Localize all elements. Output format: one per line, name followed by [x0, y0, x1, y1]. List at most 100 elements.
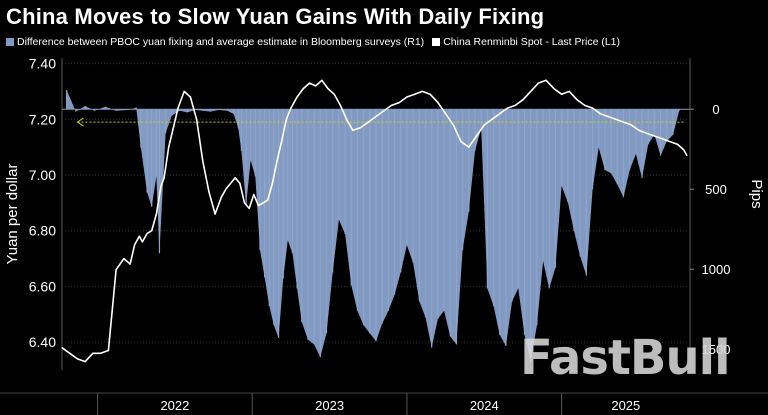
line-point-28 — [225, 188, 227, 190]
line-point-16 — [160, 185, 162, 187]
legend-label-bars: Difference between PBOC yuan fixing and … — [17, 36, 425, 48]
line-point-1 — [69, 352, 71, 354]
line-point-5 — [100, 352, 102, 354]
line-point-18 — [168, 146, 170, 148]
line-point-92 — [661, 138, 663, 140]
line-point-39 — [276, 160, 278, 162]
line-point-56 — [383, 110, 385, 112]
y-right-axis-label: Pips — [748, 179, 765, 208]
line-point-61 — [421, 90, 424, 93]
legend-item-line: China Renminbi Spot - Last Price (L1) — [432, 36, 620, 48]
line-point-55 — [375, 115, 377, 118]
line-point-86 — [615, 118, 617, 120]
line-point-66 — [460, 140, 462, 143]
y-right-tick-2: 1000 — [702, 262, 731, 277]
line-point-35 — [257, 205, 260, 207]
line-point-47 — [321, 79, 323, 81]
y-left-axis-label: Yuan per dollar — [4, 164, 21, 265]
line-point-43 — [296, 96, 298, 98]
line-point-40 — [281, 140, 283, 143]
legend-item-bars: Difference between PBOC yuan fixing and … — [6, 36, 424, 48]
line-point-33 — [248, 207, 250, 210]
line-point-95 — [683, 149, 685, 151]
y-left-tick-1: 7.20 — [29, 111, 56, 127]
line-point-87 — [622, 121, 625, 123]
line-point-70 — [491, 118, 493, 120]
line-point-76 — [537, 82, 540, 84]
line-point-93 — [669, 140, 671, 143]
line-point-51 — [346, 118, 348, 120]
line-point-0 — [61, 347, 63, 349]
line-point-72 — [506, 107, 509, 109]
x-tick-2022: 2022 — [160, 398, 189, 413]
line-point-81 — [576, 99, 578, 101]
line-point-91 — [653, 135, 656, 137]
line-point-84 — [599, 113, 601, 115]
line-point-27 — [220, 196, 222, 198]
line-point-25 — [208, 191, 210, 193]
reference-arrow — [76, 117, 84, 127]
y-right-tick-0: 0 — [712, 102, 719, 117]
x-tick-2024: 2024 — [470, 398, 499, 413]
line-point-10 — [134, 244, 136, 246]
line-point-44 — [302, 88, 304, 90]
line-point-42 — [290, 107, 292, 109]
line-point-24 — [202, 160, 204, 162]
line-point-73 — [514, 104, 516, 106]
line-point-79 — [561, 93, 563, 95]
line-point-11 — [138, 235, 140, 237]
line-point-49 — [333, 93, 335, 95]
line-point-65 — [452, 124, 454, 126]
line-point-6 — [107, 349, 110, 352]
line-point-38 — [271, 182, 273, 184]
line-point-8 — [123, 257, 125, 260]
line-point-59 — [406, 96, 408, 98]
line-point-36 — [262, 202, 264, 204]
line-point-2 — [76, 358, 79, 360]
line-point-83 — [591, 107, 594, 109]
line-point-29 — [230, 182, 232, 184]
line-point-46 — [315, 85, 317, 87]
line-point-15 — [155, 213, 157, 215]
line-point-48 — [327, 88, 329, 90]
line-point-17 — [163, 177, 165, 179]
watermark-logo: FastBull — [520, 330, 731, 386]
line-point-52 — [352, 129, 354, 132]
line-point-20 — [177, 107, 179, 109]
legend: Difference between PBOC yuan fixing and … — [6, 36, 628, 48]
line-point-60 — [414, 93, 416, 95]
x-tick-2025: 2025 — [611, 398, 640, 413]
line-point-58 — [398, 101, 400, 104]
line-point-14 — [151, 230, 153, 232]
line-point-78 — [553, 88, 555, 90]
line-point-12 — [141, 241, 144, 243]
line-point-90 — [646, 132, 648, 134]
y-right-tick-3: 1500 — [702, 342, 731, 357]
bars-series-area — [66, 90, 680, 362]
line-point-54 — [367, 121, 369, 123]
line-point-63 — [437, 101, 439, 104]
y-left-tick-3: 6.80 — [29, 223, 56, 239]
line-point-74 — [522, 99, 524, 101]
line-point-96 — [686, 154, 688, 157]
line-point-34 — [253, 193, 255, 196]
y-right-tick-1: 500 — [705, 182, 727, 197]
line-point-13 — [146, 232, 148, 235]
legend-swatch-line — [432, 38, 441, 46]
legend-label-line: China Renminbi Spot - Last Price (L1) — [443, 36, 621, 48]
y-left-tick-5: 6.40 — [29, 334, 56, 350]
y-left-tick-2: 7.00 — [29, 167, 56, 183]
line-point-9 — [129, 263, 131, 265]
line-point-31 — [239, 182, 241, 184]
x-tick-2023: 2023 — [315, 398, 344, 413]
line-point-82 — [584, 104, 586, 106]
line-point-68 — [475, 135, 478, 137]
line-point-4 — [92, 352, 94, 354]
line-point-57 — [390, 104, 393, 106]
y-left-tick-4: 6.60 — [29, 278, 56, 294]
line-point-89 — [638, 129, 640, 132]
line-point-37 — [267, 199, 269, 201]
line-point-21 — [183, 90, 185, 93]
line-point-26 — [214, 213, 216, 215]
